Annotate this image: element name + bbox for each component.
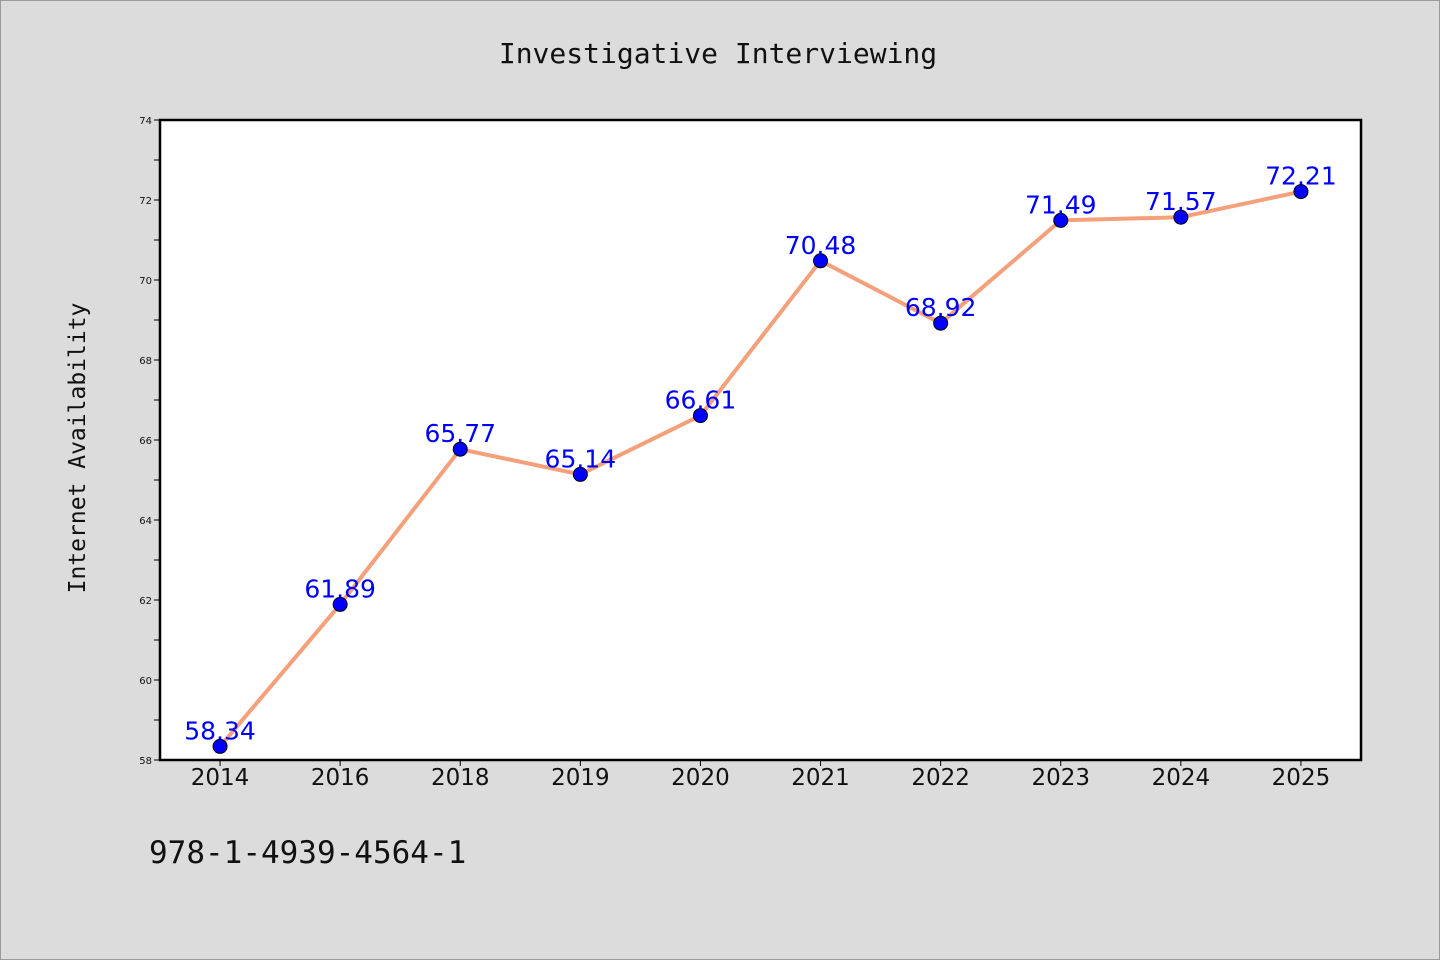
data-point — [933, 315, 949, 331]
x-tick-label: 2025 — [1272, 765, 1331, 791]
series-line — [218, 189, 1302, 748]
data-point — [692, 408, 708, 424]
data-label: 58.34 — [184, 716, 256, 745]
data-point — [572, 466, 588, 482]
x-tick-label: 2016 — [311, 765, 370, 791]
data-label: 72.21 — [1265, 162, 1337, 191]
x-tick-label: 2024 — [1152, 765, 1211, 791]
y-tick-label: 74 — [139, 116, 152, 127]
x-tick-label: 2018 — [431, 765, 490, 791]
plot-area — [160, 120, 1361, 760]
data-label: 65.14 — [545, 444, 617, 473]
y-tick-label: 70 — [139, 276, 152, 287]
x-tick-label: 2023 — [1031, 765, 1090, 791]
data-label: 65.77 — [424, 419, 496, 448]
series-group — [212, 184, 1309, 754]
y-tick-label: 58 — [139, 756, 152, 767]
data-label: 71.57 — [1145, 187, 1217, 216]
data-label: 71.49 — [1025, 190, 1097, 219]
y-tick-label: 66 — [139, 436, 152, 447]
data-point — [1293, 184, 1309, 200]
y-tick-label: 60 — [139, 676, 152, 687]
data-label: 61.89 — [304, 574, 376, 603]
data-labels: 58.34 61.89 65.77 65.14 66.61 70.48 68.92 71.49… — [184, 162, 1336, 746]
x-tick-label: 2020 — [671, 765, 730, 791]
data-point — [452, 441, 468, 457]
x-tick-label: 2021 — [791, 765, 850, 791]
plot-border — [158, 118, 1363, 762]
y-axis: 58 60 62 64 66 68 70 72 74 — [139, 116, 160, 767]
data-point — [813, 253, 829, 269]
chart-title: Investigative Interviewing — [499, 37, 937, 70]
data-point — [212, 738, 228, 754]
y-tick-label: 62 — [139, 596, 152, 607]
data-point — [1053, 212, 1069, 228]
y-tick-label: 72 — [139, 196, 152, 207]
y-tick-label: 68 — [139, 356, 152, 367]
x-tick-label: 2019 — [551, 765, 610, 791]
data-point — [332, 596, 348, 612]
x-axis: 2014 2016 2018 2019 2020 2021 2022 2023 2024 2025 — [191, 760, 1330, 791]
data-point — [1173, 209, 1189, 225]
y-axis-label: Internet Availability — [65, 303, 91, 594]
data-label: 66.61 — [665, 386, 737, 415]
data-label: 68.92 — [905, 293, 977, 322]
data-label: 70.48 — [785, 231, 857, 260]
isbn-text: 978-1-4939-4564-1 — [149, 835, 466, 871]
x-tick-label: 2022 — [911, 765, 970, 791]
y-tick-label: 64 — [139, 516, 152, 527]
x-tick-label: 2014 — [191, 765, 250, 791]
